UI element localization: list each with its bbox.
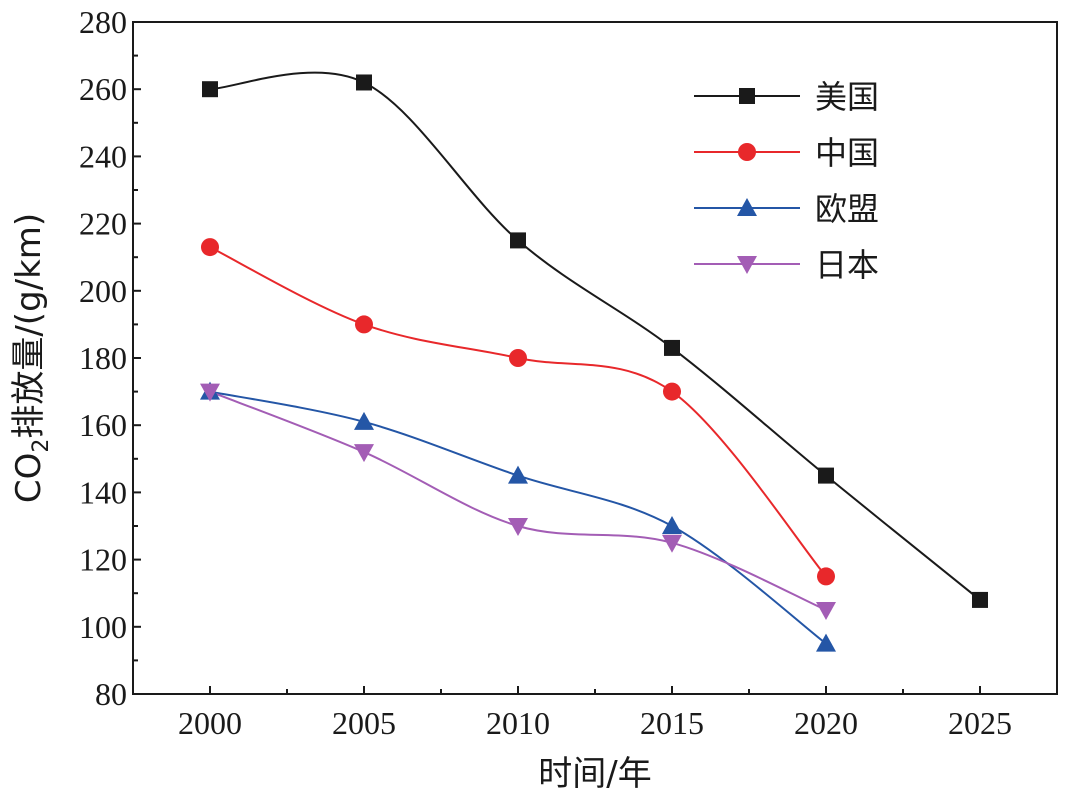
data-point-0 <box>510 232 526 249</box>
y-axis-title-co: CO <box>9 453 49 504</box>
series-line-3 <box>209 390 827 611</box>
legend-label-3: 日本 <box>815 246 879 284</box>
y-tick-label: 220 <box>79 206 127 242</box>
data-point-3 <box>816 602 836 620</box>
data-point-3 <box>354 444 374 463</box>
y-tick-label: 140 <box>79 474 127 510</box>
y-axis-ticks: 80 100 120 140 160 180 200 220 240 260 280 <box>79 4 141 712</box>
y-tick-label: 280 <box>79 4 127 40</box>
data-point-3 <box>662 534 682 553</box>
legend-label-0: 美国 <box>815 78 879 116</box>
data-point-1 <box>201 238 219 257</box>
data-point-1 <box>509 349 527 367</box>
y-tick-label: 120 <box>79 542 127 578</box>
plot-frame <box>132 21 1058 695</box>
x-axis-title: 时间/年 <box>538 754 651 794</box>
data-point-0 <box>202 81 218 98</box>
x-tick-label: 2000 <box>178 705 242 741</box>
y-tick-label: 100 <box>79 609 127 645</box>
data-point-3 <box>508 518 528 536</box>
y-axis-title: CO2排放量/(g/km) <box>9 213 54 503</box>
data-point-2 <box>508 465 528 484</box>
data-point-2 <box>662 516 682 534</box>
data-point-0 <box>972 591 988 608</box>
y-tick-label: 180 <box>79 340 127 376</box>
data-point-1 <box>817 567 835 586</box>
y-tick-label: 160 <box>79 407 127 443</box>
data-point-2 <box>354 411 374 430</box>
x-axis-ticks: 2000 2005 2010 2015 2020 2025 <box>178 686 1058 741</box>
series-line-2 <box>209 390 827 645</box>
legend-marker-0 <box>739 88 755 104</box>
y-tick-label: 260 <box>79 71 127 107</box>
y-tick-label: 200 <box>79 273 127 309</box>
x-tick-label: 2005 <box>332 705 396 741</box>
y-tick-label: 80 <box>95 676 127 712</box>
data-point-2 <box>816 633 836 652</box>
x-tick-label: 2015 <box>640 705 704 741</box>
legend-marker-2 <box>737 198 757 216</box>
data-point-1 <box>355 315 373 334</box>
data-point-0 <box>664 339 680 356</box>
legend-marker-3 <box>737 256 757 274</box>
legend-marker-1 <box>738 143 756 161</box>
data-point-1 <box>663 382 681 401</box>
y-axis-title-rest: 排放量/(g/km) <box>9 213 49 439</box>
x-tick-label: 2025 <box>948 705 1012 741</box>
legend-label-1: 中国 <box>815 134 879 172</box>
y-tick-label: 240 <box>79 138 127 174</box>
x-tick-label: 2010 <box>486 705 550 741</box>
legend-label-2: 欧盟 <box>815 190 879 228</box>
x-tick-label: 2020 <box>794 705 858 741</box>
data-point-0 <box>356 74 372 91</box>
y-axis-title-subscript: 2 <box>29 439 54 453</box>
data-point-0 <box>818 467 834 484</box>
series-markers <box>200 74 988 652</box>
data-point-3 <box>200 383 220 402</box>
